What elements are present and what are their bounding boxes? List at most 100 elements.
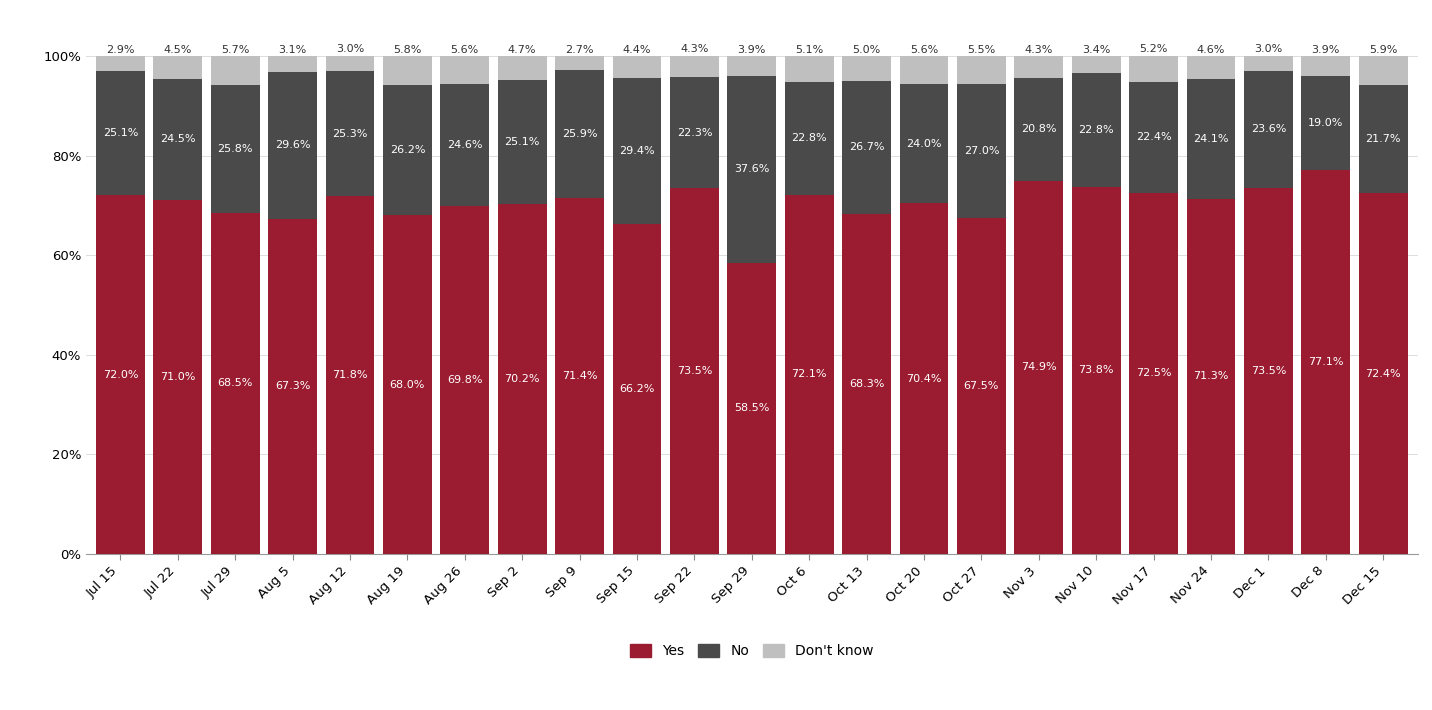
Text: 69.8%: 69.8% [447,375,483,385]
Bar [96,56,145,70]
Bar [842,81,891,214]
Text: 24.5%: 24.5% [160,134,196,145]
Bar [441,56,490,84]
Bar [382,56,432,85]
Bar [613,56,662,78]
Bar [842,214,891,554]
Bar [498,204,547,554]
Text: 71.8%: 71.8% [332,370,368,380]
Text: 27.0%: 27.0% [964,146,1000,155]
Text: 67.3%: 67.3% [275,381,311,391]
Bar [211,213,259,554]
Text: 22.4%: 22.4% [1136,132,1171,142]
Bar [1014,56,1063,77]
Bar [268,219,316,554]
Bar [382,85,432,215]
Bar [785,195,833,554]
Text: 67.5%: 67.5% [964,381,1000,390]
Bar [1071,187,1121,554]
Text: 22.3%: 22.3% [677,128,712,138]
Bar [498,56,547,80]
Text: 5.6%: 5.6% [451,45,478,55]
Bar [1302,56,1350,75]
Bar [1244,70,1293,188]
Bar [325,55,374,70]
Bar [727,56,776,75]
Bar [441,207,490,554]
Text: 24.6%: 24.6% [447,140,483,151]
Text: 73.8%: 73.8% [1078,365,1114,375]
Text: 77.1%: 77.1% [1307,357,1343,367]
Text: 25.1%: 25.1% [504,137,540,147]
Bar [96,195,145,554]
Bar [957,84,1005,218]
Text: 66.2%: 66.2% [619,384,654,394]
Bar [613,224,662,554]
Bar [1187,79,1236,199]
Text: 73.5%: 73.5% [1250,366,1286,376]
Legend: Yes, No, Don't know: Yes, No, Don't know [624,639,879,664]
Text: 73.5%: 73.5% [677,366,712,376]
Text: 4.3%: 4.3% [1025,45,1053,55]
Text: 4.7%: 4.7% [508,45,537,55]
Text: 4.5%: 4.5% [163,45,192,55]
Text: 21.7%: 21.7% [1366,134,1400,145]
Text: 25.8%: 25.8% [218,143,253,153]
Text: 5.2%: 5.2% [1140,44,1169,54]
Bar [96,70,145,195]
Bar [727,75,776,263]
Text: 5.0%: 5.0% [852,45,881,55]
Bar [1187,56,1236,79]
Bar [1302,170,1350,554]
Bar [1071,73,1121,187]
Bar [268,56,316,72]
Text: 71.0%: 71.0% [160,372,195,382]
Text: 72.1%: 72.1% [792,369,826,379]
Text: 70.2%: 70.2% [504,374,540,384]
Bar [670,77,719,188]
Text: 5.1%: 5.1% [795,45,823,55]
Bar [1014,77,1063,181]
Text: 5.8%: 5.8% [394,45,421,55]
Text: 3.0%: 3.0% [1254,44,1283,54]
Text: 19.0%: 19.0% [1309,118,1343,128]
Text: 26.2%: 26.2% [390,145,425,155]
Bar [153,200,202,554]
Bar [1130,82,1179,193]
Text: 20.8%: 20.8% [1021,124,1057,134]
Bar [268,72,316,219]
Text: 5.9%: 5.9% [1369,45,1398,55]
Bar [670,188,719,554]
Bar [899,56,948,84]
Bar [1302,75,1350,170]
Bar [153,79,202,200]
Bar [957,56,1005,84]
Text: 58.5%: 58.5% [735,403,769,413]
Bar [441,84,490,207]
Bar [957,218,1005,554]
Bar [670,55,719,77]
Bar [785,82,833,195]
Text: 5.7%: 5.7% [221,45,249,55]
Text: 2.7%: 2.7% [566,45,594,55]
Bar [785,56,833,82]
Text: 72.4%: 72.4% [1366,368,1400,378]
Text: 68.0%: 68.0% [390,380,425,390]
Bar [899,204,948,554]
Bar [842,56,891,81]
Text: 4.6%: 4.6% [1197,45,1226,55]
Text: 3.9%: 3.9% [1312,45,1340,55]
Bar [1244,55,1293,70]
Bar [498,80,547,204]
Text: 29.6%: 29.6% [275,140,311,151]
Text: 22.8%: 22.8% [792,133,828,143]
Bar [211,84,259,213]
Text: 3.9%: 3.9% [737,45,766,55]
Bar [556,70,604,199]
Text: 68.3%: 68.3% [849,379,885,389]
Bar [1359,85,1408,194]
Bar [613,78,662,224]
Text: 72.5%: 72.5% [1136,368,1171,378]
Text: 5.5%: 5.5% [967,45,995,55]
Bar [325,70,374,197]
